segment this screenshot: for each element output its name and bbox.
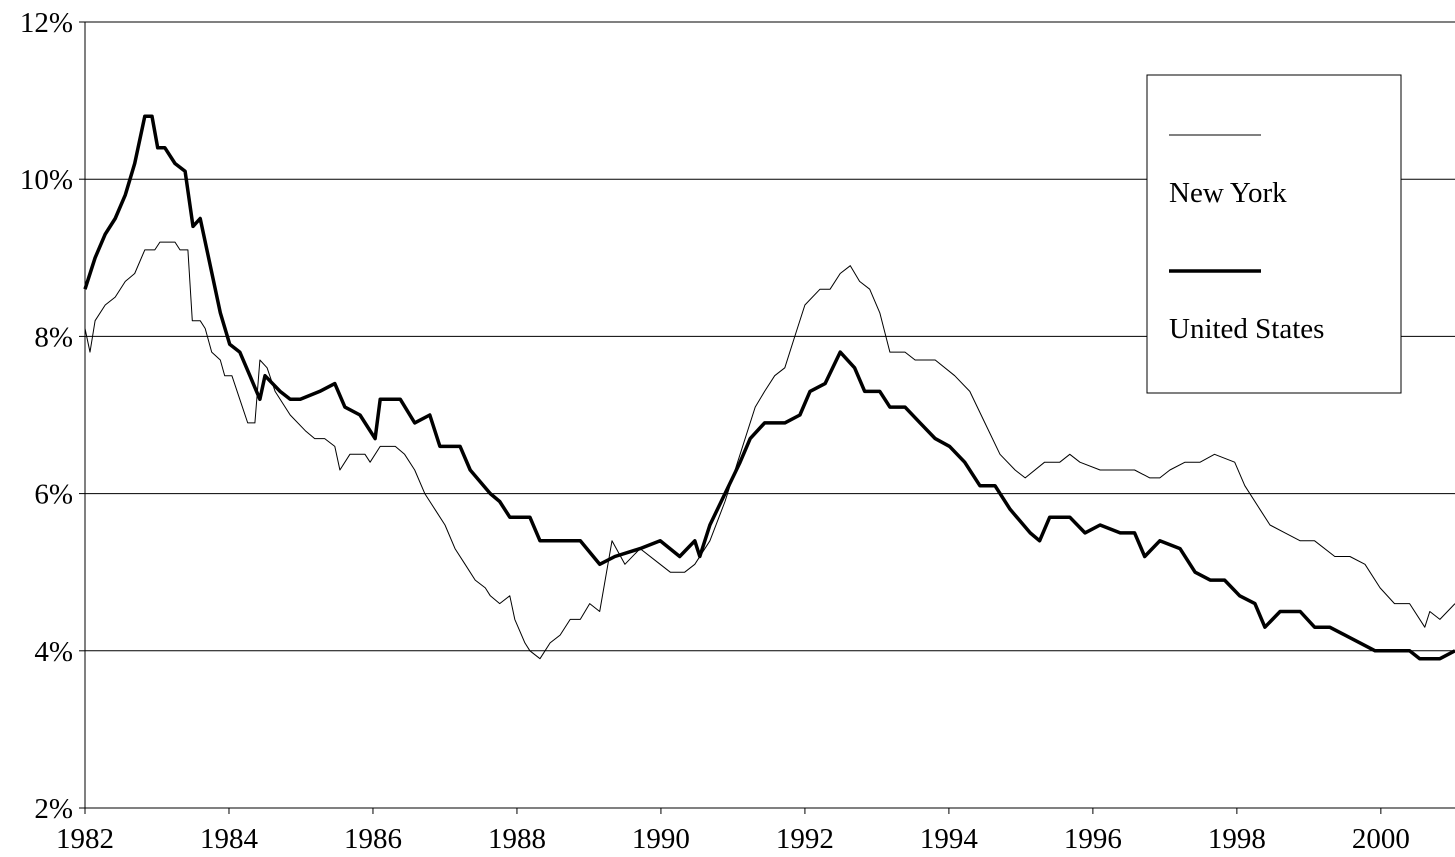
y-tick-label: 2%: [34, 793, 73, 825]
x-tick-label: 1982: [56, 823, 114, 855]
x-tick-label: 1992: [776, 823, 834, 855]
x-tick-label: 1990: [632, 823, 690, 855]
y-tick-label: 8%: [34, 321, 73, 353]
series-line: [84, 241, 1455, 660]
legend-label: New York: [1169, 177, 1287, 209]
legend-label: United States: [1169, 313, 1324, 345]
legend: New York United States: [1146, 74, 1402, 394]
y-tick-label: 6%: [34, 479, 73, 511]
x-tick-label: 1998: [1208, 823, 1266, 855]
y-tick-label: 12%: [20, 7, 73, 39]
x-tick-label: 1986: [344, 823, 402, 855]
legend-box: [1146, 74, 1402, 394]
x-tick-label: 1994: [920, 823, 979, 855]
x-tick-label: 1988: [488, 823, 546, 855]
x-tick-label: 1984: [200, 823, 259, 855]
y-tick-label: 10%: [20, 164, 73, 196]
x-tick-label: 1996: [1064, 823, 1122, 855]
x-tick-label: 2000: [1352, 823, 1410, 855]
series-line: [83, 114, 1455, 661]
y-tick-label: 4%: [34, 636, 73, 668]
